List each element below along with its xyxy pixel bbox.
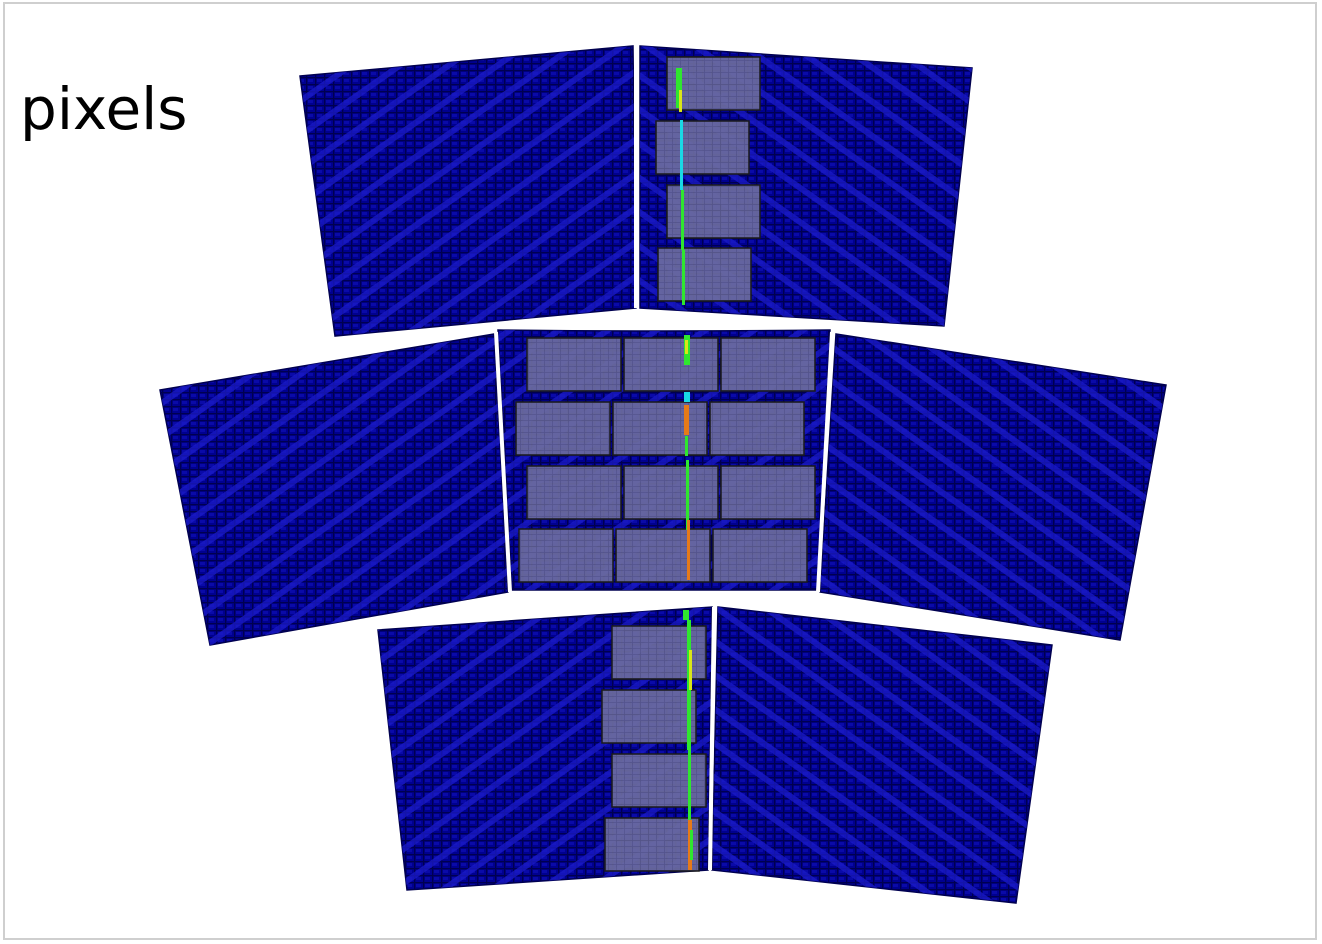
pixel-tile — [612, 401, 708, 456]
hit-track-segment — [684, 405, 689, 435]
module-middle-left-stripes — [160, 334, 508, 645]
hit-track-segment — [679, 90, 682, 112]
hit-track-segment — [680, 120, 683, 190]
module-middle-center-stripes — [498, 330, 830, 590]
hit-track-segment — [683, 610, 689, 620]
pixel-tile — [601, 689, 697, 744]
module-gap — [816, 331, 834, 593]
pixel-tile — [526, 465, 622, 520]
pixel-tile — [604, 817, 700, 872]
pixel-tile — [720, 465, 816, 520]
pixel-tile — [657, 247, 752, 302]
hit-track-segment — [688, 750, 691, 830]
pixel-tile — [623, 465, 719, 520]
hit-track-segment — [676, 68, 682, 108]
module-top-left-stripes — [300, 46, 636, 336]
pixel-tile — [666, 56, 761, 111]
pixel-tile — [515, 401, 611, 456]
module-gap — [708, 606, 716, 871]
pixel-tile — [720, 337, 816, 392]
pixel-tile — [611, 753, 707, 808]
pixel-tile — [709, 401, 805, 456]
module-gap — [494, 331, 512, 593]
pixel-tile — [623, 337, 719, 392]
hit-track-segment — [684, 392, 690, 402]
pixel-tile — [655, 120, 750, 175]
hit-track-segment — [681, 190, 684, 250]
module-middle-right-stripes — [820, 334, 1166, 640]
pixel-tile — [666, 184, 761, 239]
hit-track-segment — [682, 250, 685, 305]
hit-track-segment — [685, 436, 688, 456]
pixel-tile — [615, 528, 711, 583]
panel-title: pixels — [20, 75, 188, 143]
pixel-tile — [518, 528, 614, 583]
module-bottom-right-stripes — [712, 607, 1052, 903]
hit-track-segment — [686, 460, 689, 530]
hit-track-segment — [685, 340, 688, 354]
pixel-tile — [526, 337, 622, 392]
hit-track-segment — [687, 520, 690, 580]
pixel-tile — [712, 528, 808, 583]
hit-track-segment — [690, 830, 693, 860]
hit-track-segment — [689, 650, 692, 690]
